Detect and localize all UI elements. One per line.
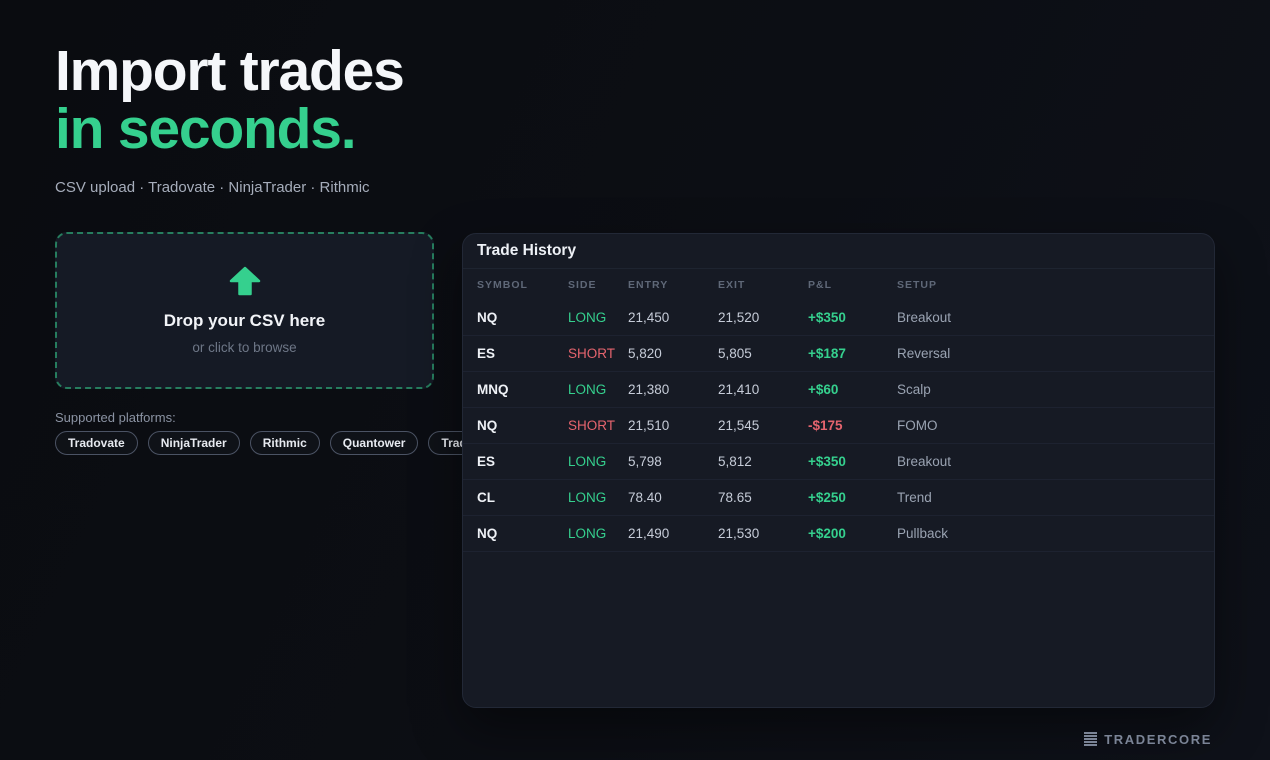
trade-history-title: Trade History: [463, 234, 1214, 269]
table-row: NQ SHORT 21,510 21,545 -$175 FOMO: [463, 408, 1214, 444]
cell-symbol: NQ: [477, 526, 498, 541]
page-title: Import trades in seconds.: [55, 39, 405, 161]
cell-setup: FOMO: [897, 418, 938, 433]
page-title-line2: in seconds.: [55, 97, 357, 161]
cell-side: LONG: [568, 382, 607, 397]
platform-chip-list: Tradovate NinjaTrader Rithmic Quantower …: [55, 431, 528, 455]
cell-entry: 5,820: [628, 346, 662, 361]
table-row: CL LONG 78.40 78.65 +$250 Trend: [463, 480, 1214, 516]
platform-chip-quantower: Quantower: [329, 431, 419, 455]
cell-setup: Scalp: [897, 382, 931, 397]
cell-pnl: -$175: [808, 418, 843, 433]
column-header-setup: SETUP: [897, 278, 938, 291]
trade-history-card: Trade History SYMBOL SIDE ENTRY EXIT P&L…: [462, 233, 1215, 708]
cell-pnl: +$350: [808, 310, 846, 325]
platform-chip-tradovate: Tradovate: [55, 431, 138, 455]
cell-pnl: +$250: [808, 490, 846, 505]
dropzone-subtitle: or click to browse: [192, 340, 297, 355]
cell-entry: 21,450: [628, 310, 670, 325]
table-row: MNQ LONG 21,380 21,410 +$60 Scalp: [463, 372, 1214, 408]
cell-side: SHORT: [568, 346, 616, 361]
upload-arrow-icon: [228, 266, 262, 296]
cell-entry: 21,510: [628, 418, 670, 433]
cell-setup: Reversal: [897, 346, 951, 361]
platforms-label: Supported platforms:: [55, 410, 176, 425]
cell-symbol: NQ: [477, 418, 498, 433]
column-header-pnl: P&L: [808, 278, 832, 291]
cell-setup: Pullback: [897, 526, 949, 541]
cell-side: SHORT: [568, 418, 616, 433]
platform-chip-rithmic: Rithmic: [249, 431, 320, 455]
brand-footer: TRADERCORE: [1084, 732, 1212, 747]
csv-dropzone[interactable]: Drop your CSV here or click to browse: [55, 232, 434, 389]
cell-symbol: ES: [477, 346, 496, 361]
cell-entry: 21,490: [628, 526, 670, 541]
cell-exit: 21,410: [718, 382, 760, 397]
cell-side: LONG: [568, 490, 607, 505]
cell-exit: 21,545: [718, 418, 760, 433]
cell-setup: Breakout: [897, 310, 952, 325]
dropzone-title: Drop your CSV here: [163, 311, 326, 330]
column-header-symbol: SYMBOL: [477, 278, 528, 291]
cell-exit: 5,805: [718, 346, 752, 361]
cell-exit: 21,530: [718, 526, 760, 541]
cell-pnl: +$200: [808, 526, 846, 541]
hero-subtitle: CSV upload · Tradovate · NinjaTrader · R…: [55, 179, 370, 196]
cell-exit: 78.65: [718, 490, 752, 505]
cell-symbol: ES: [477, 454, 496, 469]
cell-side: LONG: [568, 310, 607, 325]
stacked-bars-icon: [1084, 732, 1098, 747]
cell-setup: Breakout: [897, 454, 952, 469]
cell-symbol: NQ: [477, 310, 498, 325]
platform-chip-ninjatrader: NinjaTrader: [147, 431, 240, 455]
table-row: ES LONG 5,798 5,812 +$350 Breakout: [463, 444, 1214, 480]
cell-setup: Trend: [897, 490, 932, 505]
cell-side: LONG: [568, 454, 607, 469]
column-header-exit: EXIT: [718, 278, 746, 291]
cell-side: LONG: [568, 526, 607, 541]
cell-entry: 78.40: [628, 490, 662, 505]
table-row: ES SHORT 5,820 5,805 +$187 Reversal: [463, 336, 1214, 372]
cell-symbol: CL: [477, 490, 495, 505]
page-title-line1: Import trades: [55, 39, 405, 103]
trade-table-header: SYMBOL SIDE ENTRY EXIT P&L SETUP: [463, 269, 1214, 300]
cell-entry: 21,380: [628, 382, 670, 397]
brand-name: TRADERCORE: [1104, 732, 1212, 747]
cell-exit: 21,520: [718, 310, 760, 325]
table-row: NQ LONG 21,490 21,530 +$200 Pullback: [463, 516, 1214, 552]
cell-pnl: +$60: [808, 382, 839, 397]
cell-pnl: +$187: [808, 346, 846, 361]
cell-symbol: MNQ: [477, 382, 509, 397]
column-header-side: SIDE: [568, 278, 597, 291]
cell-pnl: +$350: [808, 454, 846, 469]
trade-table-body: NQ LONG 21,450 21,520 +$350 Breakout ES …: [463, 300, 1214, 552]
column-header-entry: ENTRY: [628, 278, 669, 291]
table-row: NQ LONG 21,450 21,520 +$350 Breakout: [463, 300, 1214, 336]
cell-entry: 5,798: [628, 454, 662, 469]
cell-exit: 5,812: [718, 454, 752, 469]
